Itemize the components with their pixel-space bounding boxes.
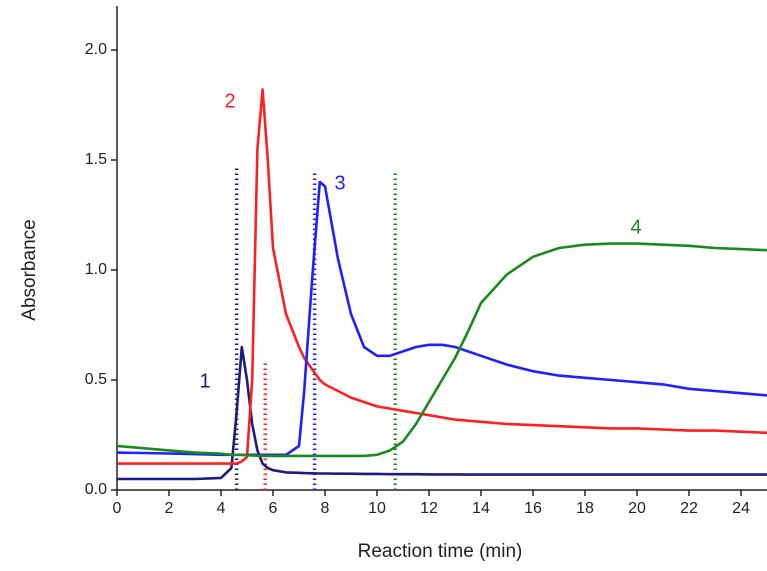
x-tick-label: 0 [113, 500, 122, 517]
series-label: 4 [630, 216, 641, 238]
y-tick-label: 0.0 [85, 481, 107, 498]
x-tick-label: 6 [269, 500, 278, 517]
x-tick-label: 8 [321, 500, 330, 517]
x-tick-label: 24 [732, 500, 750, 517]
y-tick-label: 1.0 [85, 261, 107, 278]
y-tick-label: 2.0 [85, 41, 107, 58]
x-axis-title: Reaction time (min) [358, 541, 523, 562]
series-label: 3 [334, 172, 345, 194]
y-tick-label: 0.5 [85, 371, 107, 388]
x-tick-label: 14 [472, 500, 490, 517]
x-tick-label: 22 [680, 500, 698, 517]
series-line [116, 242, 767, 458]
x-tick-label: 10 [368, 500, 386, 517]
y-axis-title: Absorbance [19, 219, 40, 320]
x-tick-label: 18 [576, 500, 594, 517]
series-line [117, 88, 767, 465]
series-line [117, 345, 767, 481]
y-tick-label: 1.5 [85, 151, 107, 168]
series-line [116, 180, 767, 457]
x-tick-label: 12 [420, 500, 438, 517]
x-tick-label: 20 [628, 500, 646, 517]
x-tick-label: 16 [524, 500, 542, 517]
series-label: 2 [224, 90, 235, 112]
x-tick-label: 4 [217, 500, 226, 517]
series-label: 1 [199, 370, 210, 392]
x-tick-label: 2 [165, 500, 174, 517]
